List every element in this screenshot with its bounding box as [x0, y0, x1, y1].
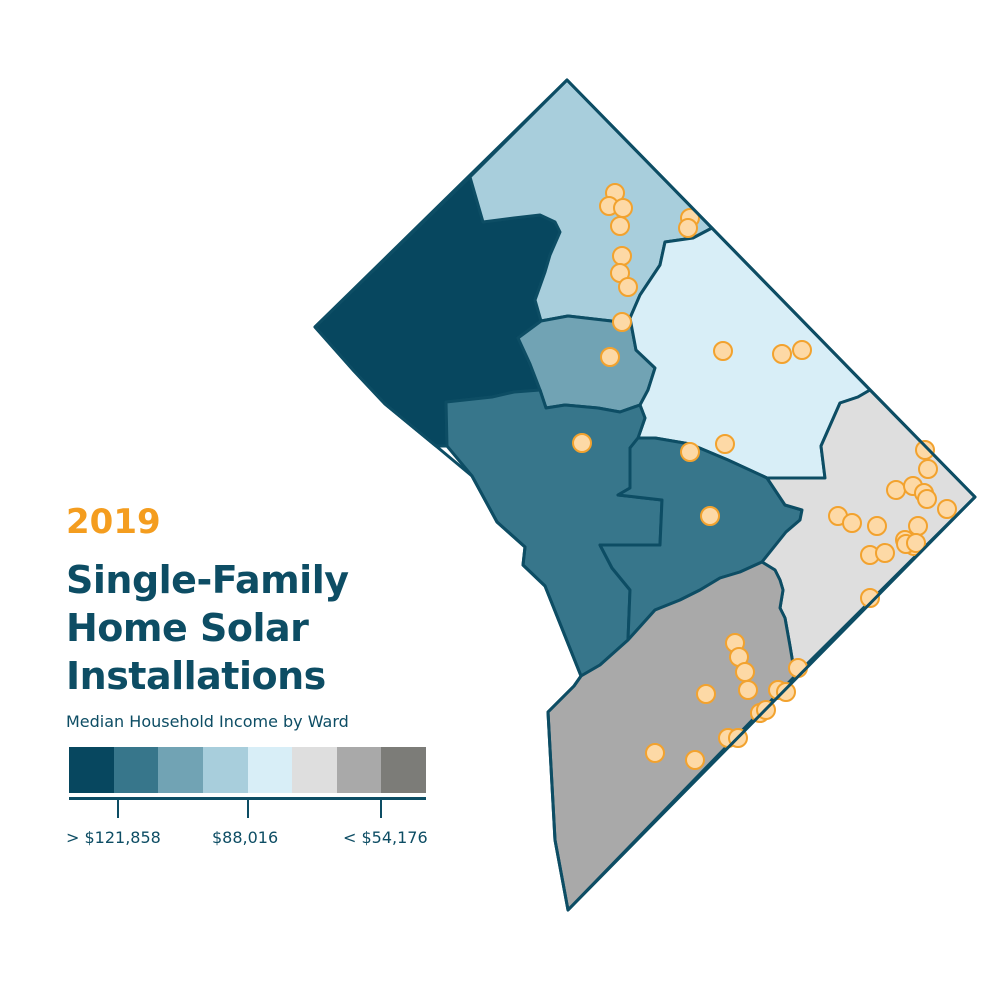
year-label: 2019	[66, 502, 161, 542]
solar-installation-marker	[792, 340, 812, 360]
solar-installation-marker	[860, 588, 880, 608]
solar-installation-marker	[908, 516, 928, 536]
solar-installation-marker	[772, 344, 792, 364]
legend-swatch-8	[381, 747, 426, 793]
legend-tick-mid	[247, 800, 249, 818]
solar-installation-marker	[610, 216, 630, 236]
legend-axis	[69, 797, 426, 800]
solar-installation-marker	[700, 506, 720, 526]
title-line-2: Home Solar	[66, 606, 309, 650]
solar-installation-marker	[918, 459, 938, 479]
solar-installation-marker	[715, 434, 735, 454]
solar-installation-marker	[618, 277, 638, 297]
legend-swatch-1	[69, 747, 114, 793]
solar-installation-marker	[788, 658, 808, 678]
solar-installation-marker	[738, 680, 758, 700]
legend-swatch-2	[113, 747, 159, 793]
solar-installation-marker	[696, 684, 716, 704]
solar-installation-marker	[645, 743, 665, 763]
solar-installation-marker	[886, 480, 906, 500]
legend-swatch-7	[336, 747, 382, 793]
city-boundary	[313, 78, 977, 912]
chart-title: Single-Family Home Solar Installations	[66, 556, 349, 700]
solar-installation-marker	[685, 750, 705, 770]
solar-installation-marker	[713, 341, 733, 361]
legend-swatch-4	[202, 747, 248, 793]
title-line-1: Single-Family	[66, 558, 349, 602]
solar-installation-marker	[937, 499, 957, 519]
legend-title: Median Household Income by Ward	[66, 712, 349, 731]
solar-installation-marker	[612, 312, 632, 332]
solar-installation-marker	[612, 246, 632, 266]
solar-installation-marker	[613, 198, 633, 218]
solar-installation-marker	[600, 347, 620, 367]
solar-installation-marker	[678, 218, 698, 238]
legend-label-high: > $121,858	[66, 828, 161, 847]
legend-label-low: < $54,176	[343, 828, 428, 847]
legend-tick-high	[117, 800, 119, 818]
legend-color-scale	[69, 747, 426, 793]
solar-installation-marker	[735, 662, 755, 682]
solar-installation-marker	[906, 533, 926, 553]
solar-installation-marker	[867, 516, 887, 536]
solar-installation-marker	[842, 513, 862, 533]
solar-installation-marker	[917, 489, 937, 509]
solar-installations-layer	[572, 183, 957, 770]
solar-installation-marker	[776, 682, 796, 702]
solar-installation-marker	[915, 440, 935, 460]
legend-swatch-5	[247, 747, 293, 793]
solar-installation-marker	[875, 543, 895, 563]
solar-installation-marker	[572, 433, 592, 453]
legend-swatch-6	[292, 747, 337, 793]
legend-swatch-3	[158, 747, 203, 793]
legend-label-mid: $88,016	[212, 828, 279, 847]
title-line-3: Installations	[66, 654, 326, 698]
legend-tick-low	[380, 800, 382, 818]
solar-installation-marker	[680, 442, 700, 462]
